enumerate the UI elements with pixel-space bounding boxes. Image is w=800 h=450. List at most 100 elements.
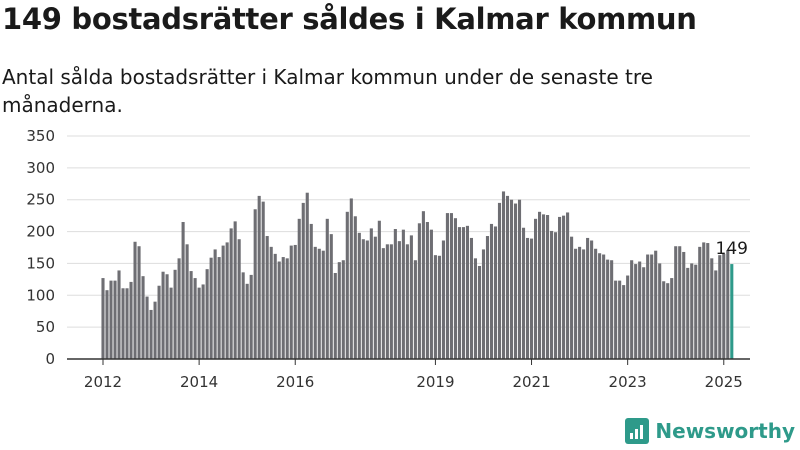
bar — [145, 296, 149, 359]
bar — [329, 234, 333, 359]
bar — [369, 228, 373, 359]
bar — [309, 223, 313, 359]
bar — [542, 214, 546, 359]
bar — [301, 202, 305, 359]
y-tick-label: 200 — [26, 223, 55, 241]
bar — [586, 237, 590, 359]
bar — [289, 245, 293, 359]
bar — [105, 290, 109, 359]
bar — [113, 280, 117, 359]
x-tick-label: 2021 — [512, 373, 550, 391]
bar — [558, 216, 562, 359]
bar — [165, 274, 169, 359]
bar — [261, 201, 265, 359]
bar — [205, 269, 209, 359]
bar — [353, 216, 357, 359]
bar — [189, 271, 193, 359]
bar — [209, 257, 213, 359]
bar — [570, 236, 574, 359]
chart-subtitle: Antal sålda bostadsrätter i Kalmar kommu… — [2, 65, 653, 117]
bar — [662, 281, 666, 359]
bar — [521, 227, 526, 359]
x-tick-label: 2016 — [276, 373, 314, 391]
bar — [177, 258, 181, 359]
bar — [425, 222, 429, 359]
x-tick-label: 2012 — [84, 373, 122, 391]
bar — [682, 251, 686, 359]
bar — [321, 250, 325, 359]
bar — [325, 218, 329, 359]
bar — [722, 253, 726, 359]
bar — [297, 218, 301, 359]
bar — [658, 263, 662, 359]
bar — [477, 265, 482, 359]
bar — [714, 270, 718, 359]
bar — [433, 255, 437, 359]
bar — [493, 226, 498, 359]
bar — [638, 261, 642, 359]
bar — [674, 246, 678, 359]
bar — [357, 232, 361, 359]
bar — [606, 259, 610, 359]
bar — [377, 220, 381, 359]
bar — [265, 236, 269, 359]
bar — [337, 262, 341, 359]
bar — [345, 211, 349, 359]
bar — [590, 240, 594, 359]
bar — [566, 212, 570, 359]
bar — [173, 269, 177, 359]
bar — [702, 242, 706, 359]
bar — [517, 199, 522, 359]
last-value-label: 149 — [716, 239, 748, 259]
bar — [397, 241, 401, 359]
bar — [726, 250, 730, 359]
bar — [213, 249, 217, 359]
bar — [481, 249, 486, 359]
bar — [393, 229, 397, 359]
bar — [365, 240, 369, 359]
y-tick-label: 150 — [26, 254, 55, 272]
bar — [525, 237, 530, 359]
bar — [529, 238, 534, 359]
x-axis-ticks: 2012 2014 2016 2019 2021 2023 2025 — [84, 359, 743, 391]
bar — [129, 281, 133, 359]
bar — [666, 283, 670, 359]
bar — [361, 239, 365, 359]
bar — [341, 260, 345, 359]
bar — [333, 272, 337, 359]
bar — [578, 246, 582, 359]
bar — [618, 280, 622, 359]
bar — [185, 244, 189, 359]
bar — [149, 309, 153, 359]
bar — [429, 229, 433, 359]
y-tick-label: 300 — [26, 159, 55, 177]
x-tick-label: 2023 — [609, 373, 647, 391]
bar — [509, 199, 514, 359]
bar — [473, 258, 478, 359]
bar — [562, 215, 566, 359]
bar — [710, 258, 714, 359]
bar — [241, 272, 245, 359]
bar — [401, 229, 405, 359]
x-tick-label: 2019 — [416, 373, 454, 391]
bar — [245, 283, 249, 359]
bar — [305, 192, 309, 359]
bar — [550, 230, 554, 359]
bar — [153, 301, 157, 359]
bar — [485, 236, 490, 359]
bar — [293, 244, 297, 359]
bar — [546, 215, 550, 359]
bar — [405, 244, 409, 359]
brand-name: Newsworthy — [655, 419, 795, 443]
bar — [626, 275, 630, 359]
bar — [489, 223, 494, 359]
x-tick-label: 2025 — [705, 373, 743, 391]
bar — [441, 240, 445, 359]
newsworthy-brand: Newsworthy — [625, 418, 795, 444]
bar — [281, 257, 285, 359]
bar — [229, 228, 233, 359]
bar — [538, 211, 542, 359]
bar — [582, 249, 586, 359]
bar — [622, 285, 626, 359]
bar-latest — [730, 264, 734, 359]
